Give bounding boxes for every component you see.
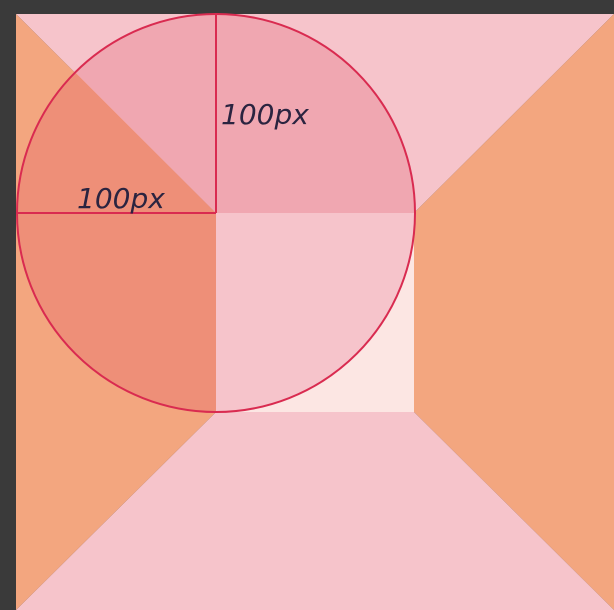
circle-segment-top-left-lower bbox=[16, 72, 217, 213]
border-bottom bbox=[16, 412, 614, 610]
circle-quadrant-bottom-left bbox=[17, 213, 216, 412]
horizontal-radius-label: 100px bbox=[77, 182, 165, 215]
circle-segment-top-left-upper bbox=[75, 13, 216, 214]
circle-quadrant-bottom-right bbox=[216, 213, 415, 412]
circle-quadrant-top-right bbox=[216, 14, 415, 213]
border-right bbox=[414, 14, 614, 610]
vertical-radius-label: 100px bbox=[221, 98, 309, 131]
